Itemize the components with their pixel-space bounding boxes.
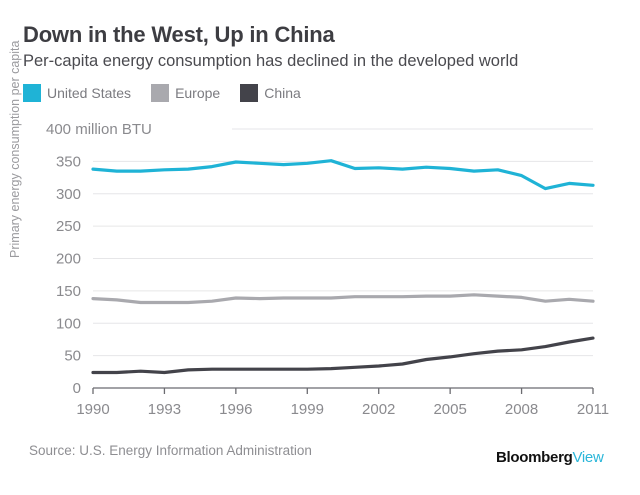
x-tick-label: 2008 xyxy=(505,401,538,418)
legend-label-china: China xyxy=(264,85,301,101)
series-line-europe xyxy=(91,293,595,305)
x-tick-label: 2005 xyxy=(433,401,466,418)
x-tick-label: 1990 xyxy=(76,401,109,418)
legend-swatch-china xyxy=(240,84,259,102)
chart-subtitle: Per-capita energy consumption has declin… xyxy=(23,52,519,70)
y-tick-label: 300 xyxy=(56,186,81,203)
brand-accent: View xyxy=(572,449,604,466)
series-line-united-states xyxy=(91,159,595,191)
legend-item-united-states: United States xyxy=(23,84,131,102)
x-tick-label: 2011 xyxy=(577,401,609,418)
y-tick-label: 250 xyxy=(56,218,81,235)
x-tick-label: 1996 xyxy=(219,401,252,418)
legend-label-united-states: United States xyxy=(47,85,132,101)
y-tick-label: 150 xyxy=(56,283,81,300)
source-note: Source: U.S. Energy Information Administ… xyxy=(29,443,312,458)
y-tick-label: 400 million BTU xyxy=(46,121,152,138)
series-line-china xyxy=(91,336,595,375)
y-tick-label: 350 xyxy=(56,153,81,170)
y-tick-label: 200 xyxy=(56,251,81,268)
x-axis: 1990 1993 1996 1999 2002 2005 2008 2011 xyxy=(76,387,609,418)
y-tick-label: 0 xyxy=(73,380,81,397)
brand-logo: BloombergView xyxy=(496,449,604,466)
x-tick-label: 1993 xyxy=(148,401,181,418)
legend-swatch-united-states xyxy=(23,84,41,102)
y-tick-labels: 0 50 100 150 200 250 300 350 400 million BTU xyxy=(46,121,152,397)
legend-label-europe: Europe xyxy=(175,85,221,101)
legend-item-europe: Europe xyxy=(151,84,220,102)
y-tick-label: 50 xyxy=(64,348,81,365)
brand-main: Bloomberg xyxy=(496,449,573,466)
legend-swatch-europe xyxy=(151,84,170,102)
y-tick-label: 100 xyxy=(56,315,81,332)
chart-title: Down in the West, Up in China xyxy=(23,22,335,47)
series-lines xyxy=(91,159,595,375)
legend: United States Europe China xyxy=(23,84,321,102)
gridlines xyxy=(93,128,593,357)
legend-item-china: China xyxy=(240,84,301,102)
x-tick-label: 2002 xyxy=(362,401,395,418)
x-tick-label: 1999 xyxy=(291,401,324,418)
